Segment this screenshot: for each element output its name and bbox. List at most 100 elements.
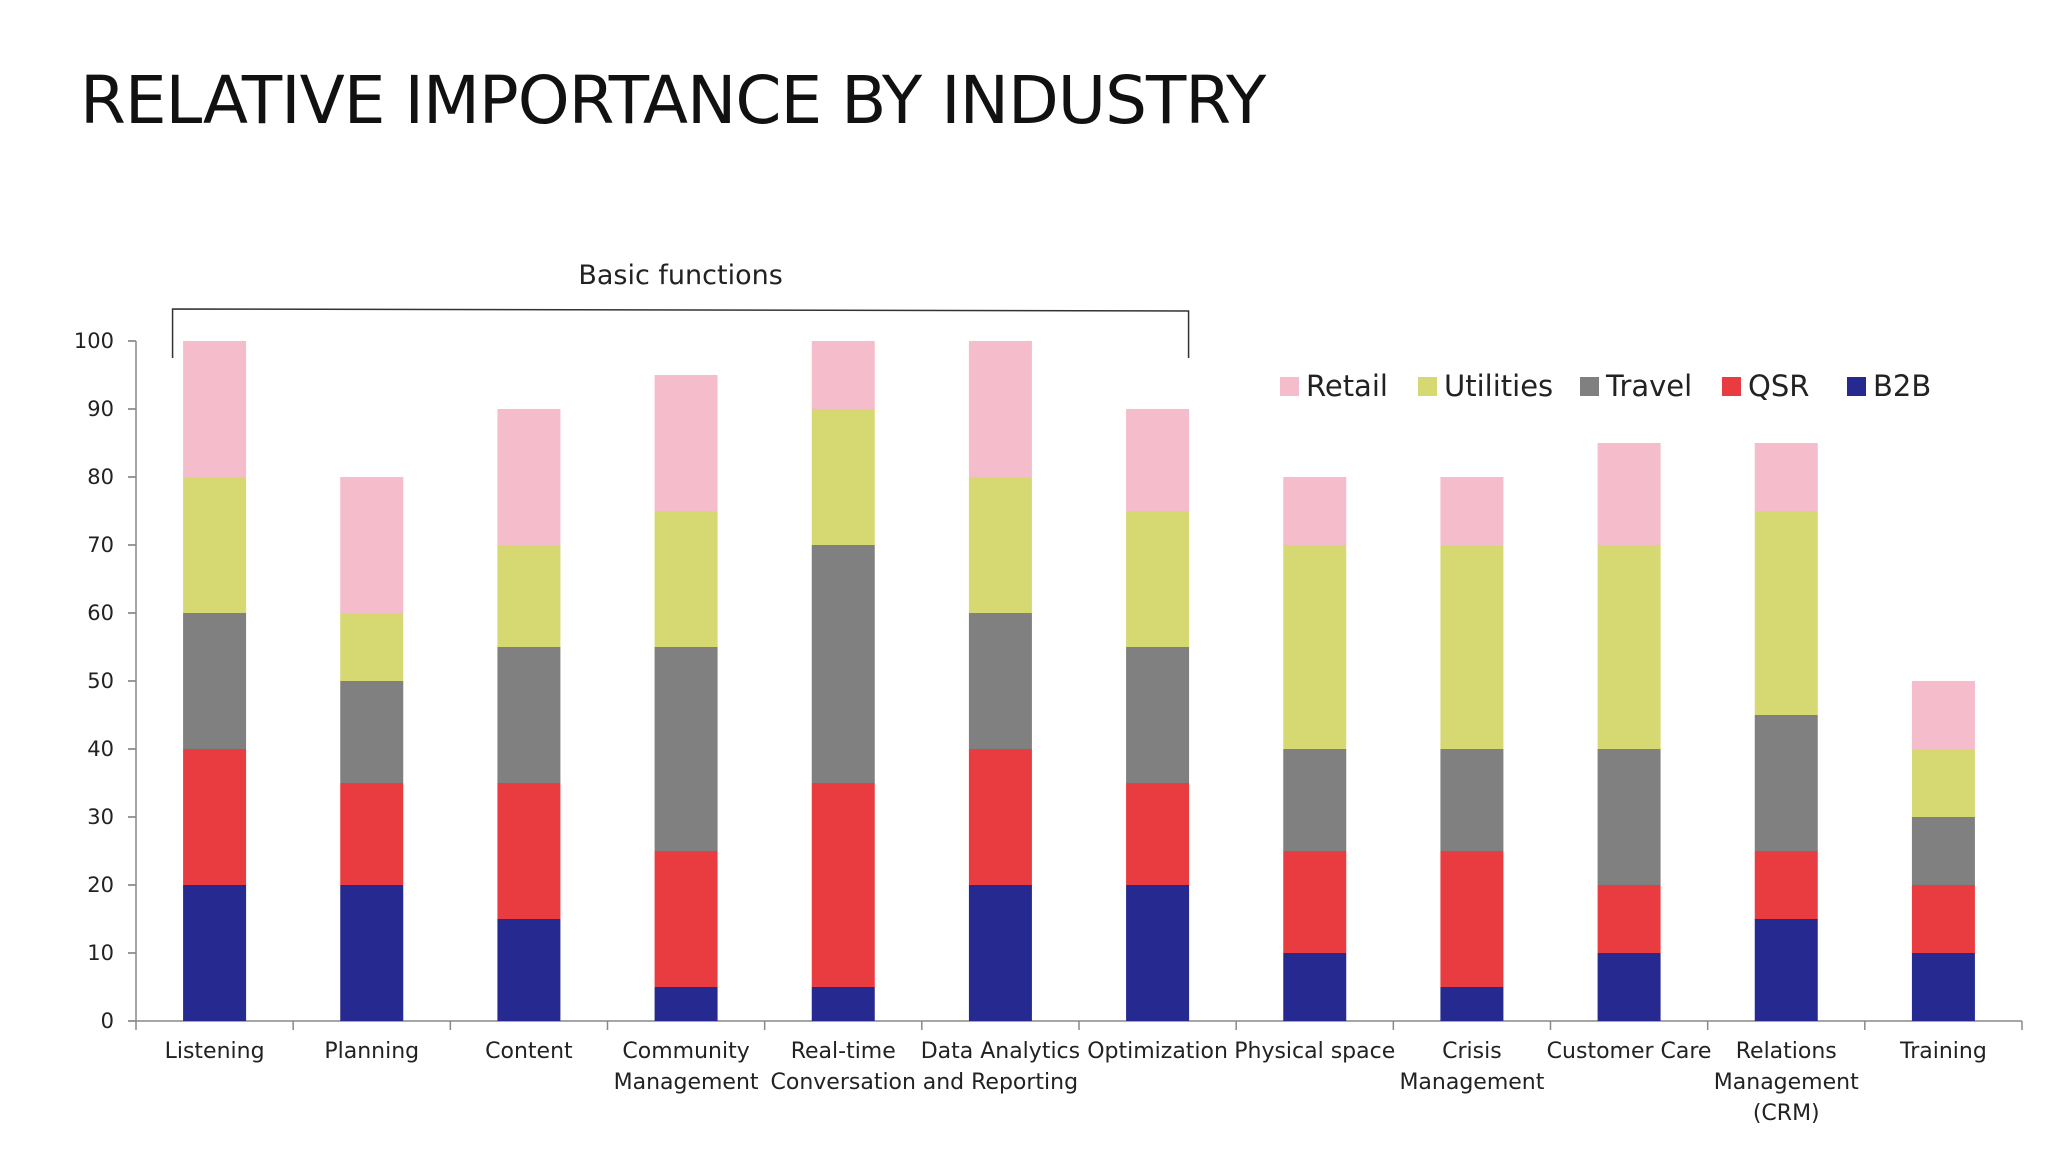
bar-community-management-b2b xyxy=(654,987,718,1021)
legend-swatch-utilities xyxy=(1418,377,1437,396)
y-tick-label-30: 30 xyxy=(87,805,114,829)
category-label-relations-management-crm-line-2: Management xyxy=(1714,1070,1859,1095)
legend-label-utilities: Utilities xyxy=(1444,369,1553,403)
category-label-customer-care: Customer Care xyxy=(1547,1039,1712,1064)
category-label-listening: Listening xyxy=(165,1039,265,1064)
bar-data-analytics-and-reporting-b2b xyxy=(968,885,1032,1021)
legend-label-qsr: QSR xyxy=(1748,369,1809,403)
category-label-real-time-conversation-line-1: Real-time xyxy=(791,1039,896,1064)
y-tick-label-90: 90 xyxy=(87,397,114,421)
bar-listening-utilities xyxy=(183,477,247,613)
bar-optimization-retail xyxy=(1126,409,1190,511)
bar-relations-management-crm-qsr xyxy=(1754,851,1818,919)
bar-content-retail xyxy=(497,409,561,545)
category-label-data-analytics-and-reporting-line-1: Data Analytics xyxy=(921,1039,1080,1064)
category-label-community-management-line-1: Community xyxy=(622,1039,749,1064)
legend-label-travel: Travel xyxy=(1605,369,1692,403)
bar-planning-b2b xyxy=(340,885,404,1021)
bar-relations-management-crm-retail xyxy=(1754,443,1818,511)
category-label-training: Training xyxy=(1899,1039,1987,1064)
basic-functions-label: Basic functions xyxy=(578,260,782,291)
bar-real-time-conversation-b2b xyxy=(811,987,875,1021)
bar-community-management-qsr xyxy=(654,851,718,987)
category-label-optimization: Optimization xyxy=(1087,1039,1228,1064)
y-tick-label-70: 70 xyxy=(87,533,114,557)
bar-community-management-retail xyxy=(654,375,718,511)
category-label-real-time-conversation-line-2: Conversation xyxy=(771,1070,916,1095)
bar-customer-care-utilities xyxy=(1597,545,1661,749)
category-label-crisis-management-line-2: Management xyxy=(1399,1070,1544,1095)
bar-customer-care-retail xyxy=(1597,443,1661,545)
bar-content-utilities xyxy=(497,545,561,647)
legend-label-retail: Retail xyxy=(1306,369,1388,403)
bar-content-qsr xyxy=(497,783,561,919)
bar-optimization-utilities xyxy=(1126,511,1190,647)
bar-community-management-utilities xyxy=(654,511,718,647)
bar-optimization-b2b xyxy=(1126,885,1190,1021)
bar-real-time-conversation-utilities xyxy=(811,409,875,545)
y-tick-label-0: 0 xyxy=(101,1009,114,1033)
y-tick-label-100: 100 xyxy=(74,329,114,353)
y-tick-label-10: 10 xyxy=(87,941,114,965)
bar-crisis-management-qsr xyxy=(1440,851,1504,987)
category-label-data-analytics-and-reporting-line-2: and Reporting xyxy=(923,1070,1078,1095)
bar-community-management-travel xyxy=(654,647,718,851)
bar-listening-travel xyxy=(183,613,247,749)
bar-optimization-qsr xyxy=(1126,783,1190,885)
bar-data-analytics-and-reporting-qsr xyxy=(968,749,1032,885)
category-label-physical-space: Physical space xyxy=(1234,1039,1395,1064)
bar-planning-qsr xyxy=(340,783,404,885)
legend-swatch-qsr xyxy=(1722,377,1741,396)
bar-relations-management-crm-utilities xyxy=(1754,511,1818,715)
category-label-crisis-management-line-1: Crisis xyxy=(1442,1039,1502,1064)
bar-listening-qsr xyxy=(183,749,247,885)
category-label-relations-management-crm-line-3: (CRM) xyxy=(1753,1101,1820,1126)
bar-optimization-travel xyxy=(1126,647,1190,783)
bar-crisis-management-b2b xyxy=(1440,987,1504,1021)
basic-functions-bracket xyxy=(171,308,1190,358)
legend-label-b2b: B2B xyxy=(1873,369,1931,403)
legend-swatch-b2b xyxy=(1847,377,1866,396)
y-tick-label-80: 80 xyxy=(87,465,114,489)
bar-training-b2b xyxy=(1911,953,1975,1021)
category-label-community-management-line-2: Management xyxy=(614,1070,759,1095)
bar-relations-management-crm-b2b xyxy=(1754,919,1818,1021)
bar-training-travel xyxy=(1911,817,1975,885)
bar-physical-space-qsr xyxy=(1283,851,1347,953)
bar-physical-space-b2b xyxy=(1283,953,1347,1021)
bar-data-analytics-and-reporting-retail xyxy=(968,341,1032,477)
bar-real-time-conversation-qsr xyxy=(811,783,875,987)
bar-real-time-conversation-travel xyxy=(811,545,875,783)
bar-training-utilities xyxy=(1911,749,1975,817)
y-tick-label-60: 60 xyxy=(87,601,114,625)
bar-listening-b2b xyxy=(183,885,247,1021)
bar-customer-care-qsr xyxy=(1597,885,1661,953)
y-tick-label-50: 50 xyxy=(87,669,114,693)
bar-customer-care-b2b xyxy=(1597,953,1661,1021)
y-tick-label-20: 20 xyxy=(87,873,114,897)
bar-data-analytics-and-reporting-utilities xyxy=(968,477,1032,613)
category-label-content: Content xyxy=(485,1039,573,1064)
bar-real-time-conversation-retail xyxy=(811,341,875,409)
bar-listening-retail xyxy=(183,341,247,477)
bar-planning-retail xyxy=(340,477,404,613)
y-tick-label-40: 40 xyxy=(87,737,114,761)
bar-crisis-management-retail xyxy=(1440,477,1504,545)
legend-swatch-travel xyxy=(1580,377,1599,396)
bar-training-retail xyxy=(1911,681,1975,749)
bar-physical-space-travel xyxy=(1283,749,1347,851)
bar-data-analytics-and-reporting-travel xyxy=(968,613,1032,749)
bar-crisis-management-travel xyxy=(1440,749,1504,851)
bar-relations-management-crm-travel xyxy=(1754,715,1818,851)
bar-planning-utilities xyxy=(340,613,404,681)
bar-customer-care-travel xyxy=(1597,749,1661,885)
bar-content-b2b xyxy=(497,919,561,1021)
bar-physical-space-utilities xyxy=(1283,545,1347,749)
legend-swatch-retail xyxy=(1280,377,1299,396)
bar-training-qsr xyxy=(1911,885,1975,953)
bar-content-travel xyxy=(497,647,561,783)
category-label-relations-management-crm-line-1: Relations xyxy=(1736,1039,1837,1064)
bar-planning-travel xyxy=(340,681,404,783)
chart-title: RELATIVE IMPORTANCE BY INDUSTRY xyxy=(80,62,1266,139)
